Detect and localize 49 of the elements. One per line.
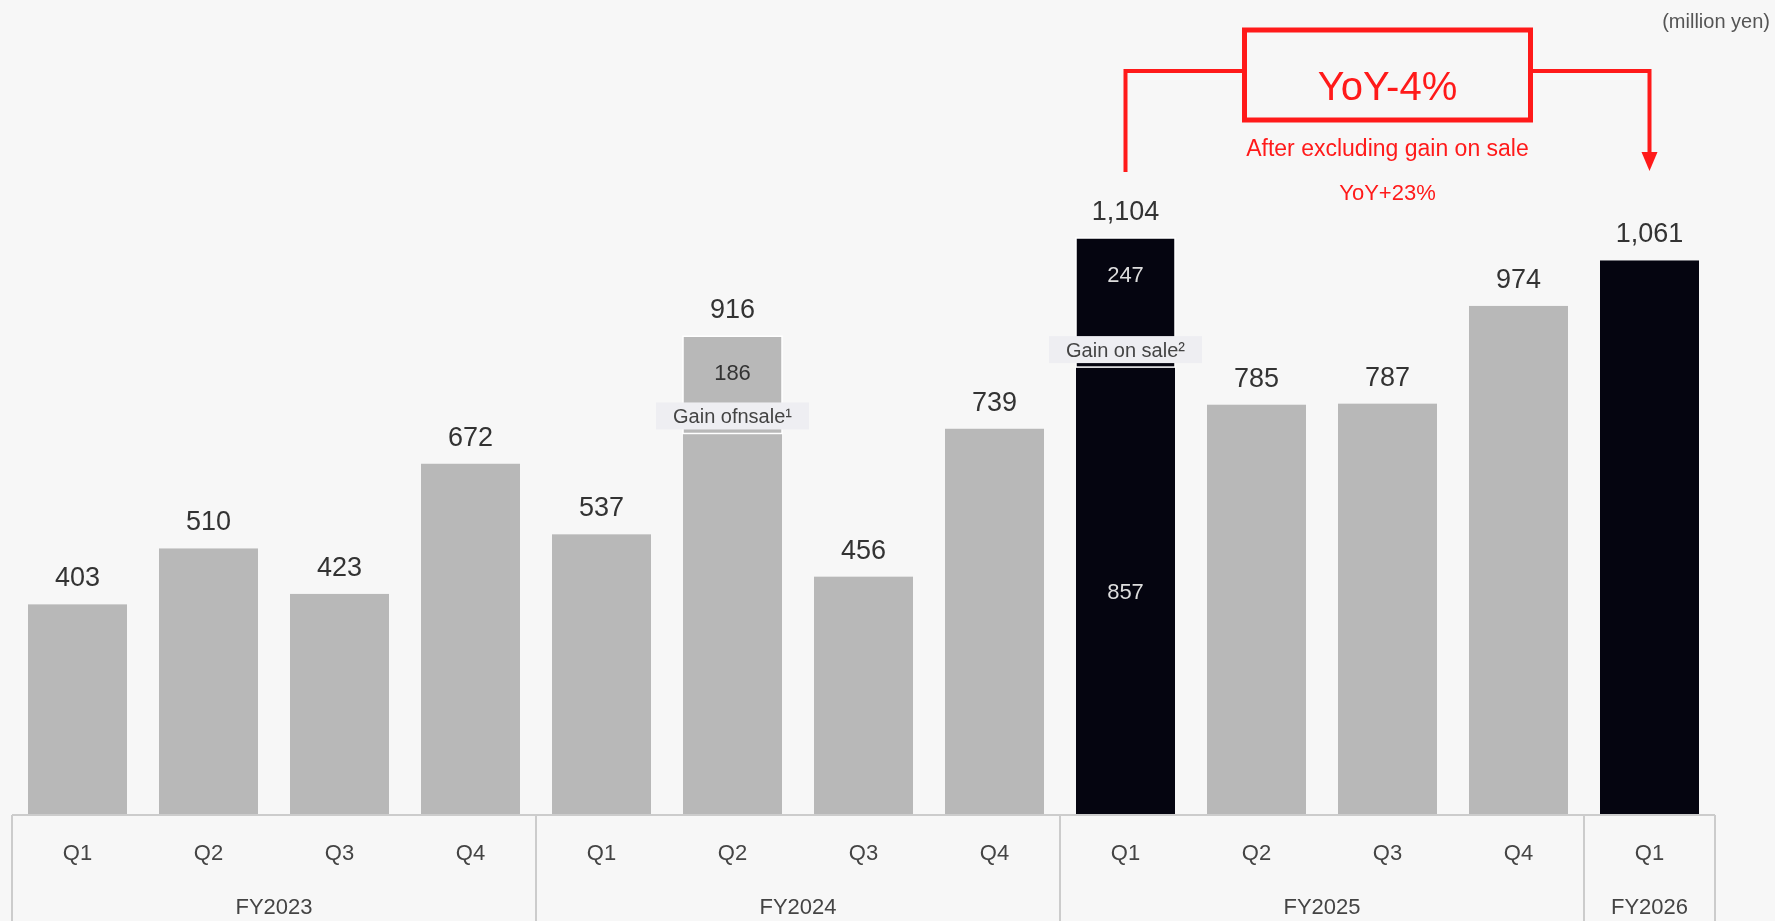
text: FY2024 [759,894,837,919]
total-label: 787 [1364,361,1411,392]
x-tick-label: Q3 [324,840,355,865]
text: YoY-4% [1317,64,1458,108]
x-tick-label: Q1 [62,840,93,865]
total-label: 423 [316,551,363,582]
total-label: 510 [185,506,232,537]
total-label: 974 [1495,263,1542,294]
bar [421,463,520,815]
total-label: 1,104 [1091,196,1160,226]
x-tick-label: Q4 [979,840,1010,865]
total-label: 1,061 [1615,218,1684,249]
x-tick-label: Q2 [193,840,224,865]
x-tick-label: Q4 [455,840,486,865]
total-label: 785 [1233,362,1280,393]
total-label: 456 [840,534,887,565]
total-label: 537 [578,492,625,523]
x-tick-label: Q3 [1372,840,1403,865]
text: YoY+23% [1339,180,1436,205]
text: (million yen) [1662,10,1770,32]
bar [290,593,389,815]
bar [159,548,258,815]
x-tick-label: Q1 [1110,840,1141,865]
annotation: Gain on sale² [1066,339,1186,362]
x-tick-label: Q1 [1634,840,1665,865]
bar [945,428,1044,815]
bar [552,534,651,815]
x-tick-label: Q3 [848,840,879,865]
annotation: Gain ofnsale¹ [673,405,793,428]
text: FY2026 [1610,894,1689,919]
total-label: 916 [709,294,756,325]
x-tick-label: Q4 [1503,840,1534,865]
bar [1207,404,1306,815]
bar [1469,305,1568,815]
x-tick-label: Q2 [717,840,748,865]
total-label: 403 [54,562,101,593]
text: FY2023 [235,894,313,919]
bar [1338,403,1437,815]
data-label: 247 [1107,262,1144,287]
x-tick-label: Q1 [586,840,617,865]
text: After excluding gain on sale [1246,135,1529,161]
data-label: 186 [714,360,751,386]
total-label: 672 [447,421,494,452]
bar [28,604,127,815]
total-label: 739 [971,386,1018,417]
x-tick-label: Q2 [1241,840,1272,865]
bar [814,576,913,815]
data-label: 857 [1107,579,1144,605]
text: FY2025 [1283,894,1361,919]
